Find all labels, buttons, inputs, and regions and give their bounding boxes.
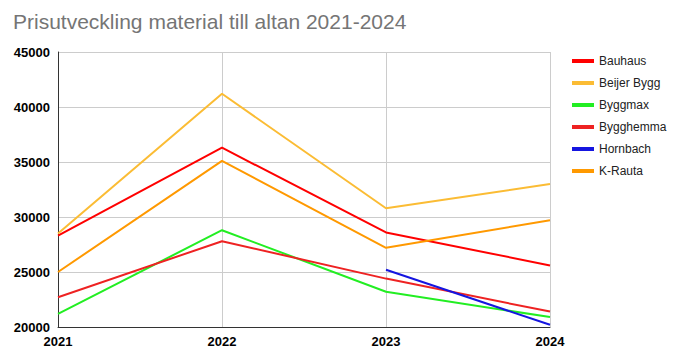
svg-text:K-Rauta: K-Rauta: [599, 164, 643, 178]
svg-text:2021: 2021: [44, 334, 73, 349]
svg-text:Prisutveckling material till a: Prisutveckling material till altan 2021-…: [13, 10, 407, 33]
svg-text:2024: 2024: [536, 334, 566, 349]
svg-text:40000: 40000: [14, 100, 50, 115]
svg-text:45000: 45000: [14, 45, 50, 60]
svg-text:Bygghemma: Bygghemma: [599, 120, 667, 134]
svg-text:25000: 25000: [14, 265, 50, 280]
svg-text:30000: 30000: [14, 210, 50, 225]
svg-text:35000: 35000: [14, 155, 50, 170]
svg-text:Bauhaus: Bauhaus: [599, 54, 646, 68]
svg-text:Hornbach: Hornbach: [599, 142, 651, 156]
svg-text:Beijer Bygg: Beijer Bygg: [599, 76, 660, 90]
svg-text:Byggmax: Byggmax: [599, 98, 649, 112]
svg-text:2023: 2023: [372, 334, 401, 349]
svg-text:20000: 20000: [14, 320, 50, 335]
svg-text:2022: 2022: [208, 334, 237, 349]
